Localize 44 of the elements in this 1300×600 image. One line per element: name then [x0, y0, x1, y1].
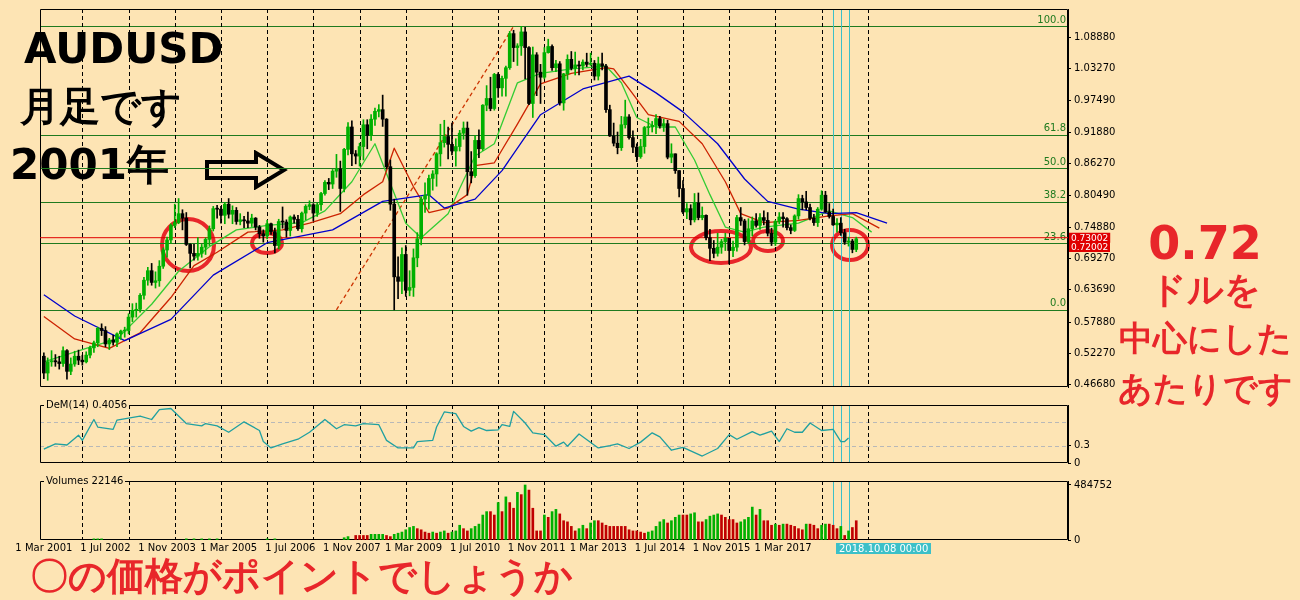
y-tick-label: 1.08880 — [1074, 30, 1116, 42]
y-tick-label: 0 — [1074, 533, 1081, 545]
x-tick-label: 1 Nov 2003 — [138, 541, 196, 553]
y-tick-label: 0.52270 — [1074, 347, 1116, 359]
ref-line-label: 38.2 — [1043, 189, 1066, 201]
x-tick-label: 1 Nov 2007 — [323, 541, 381, 553]
x-tick-label: 1 Mar 2001 — [15, 541, 73, 553]
x-tick-label: 1 Mar 2013 — [569, 541, 627, 553]
y-tick-label: 0.91880 — [1074, 125, 1116, 137]
data-label: 0.73002 — [1071, 232, 1109, 243]
chart-title: Volumes 22146 — [44, 475, 126, 486]
text: あたりです — [1117, 368, 1293, 408]
y-tick-label: 0.63690 — [1074, 283, 1116, 295]
y-tick-label: 0 — [1074, 456, 1081, 468]
x-tick-label: 1 Jul 2002 — [80, 541, 131, 553]
x-tick-label: 1 Mar 2005 — [200, 541, 258, 553]
text: ドルを — [1149, 269, 1261, 310]
y-tick-label: 0.46680 — [1074, 378, 1116, 390]
x-tick-label: 1 Nov 2015 — [692, 541, 751, 553]
text: 〇の価格がポイントでしょうか — [30, 554, 573, 598]
text: 0.72 — [1148, 216, 1262, 270]
x-tick-label: 1 Jul 2006 — [265, 541, 316, 553]
text: 中心にした — [1118, 318, 1292, 358]
x-tick-label: 1 Mar 2017 — [754, 541, 812, 553]
text: 2018.10.08 00:00 — [836, 543, 932, 554]
y-tick-label: 0.57880 — [1074, 315, 1116, 327]
ref-line-label: 50.0 — [1043, 155, 1066, 167]
ref-line-label: 0.0 — [1050, 297, 1066, 309]
y-tick-label: 0.69270 — [1074, 252, 1116, 264]
y-tick-label: 0.3 — [1074, 439, 1090, 451]
y-tick-label: 0.97490 — [1074, 94, 1116, 106]
y-tick-label: 0.74880 — [1074, 220, 1116, 232]
x-tick-label: 1 Mar 2009 — [384, 541, 442, 553]
x-tick-label: 1 Jul 2010 — [449, 541, 501, 553]
text: 0.72002 — [1069, 242, 1111, 252]
ref-line-label: 61.8 — [1043, 122, 1066, 134]
ref-line-label: 100.0 — [1037, 13, 1066, 25]
y-tick-label: 0.80490 — [1074, 189, 1116, 201]
y-tick-label: 0.86270 — [1074, 157, 1116, 169]
x-tick-label: 1 Nov 2011 — [507, 541, 566, 553]
x-tick-label: 1 Jul 2014 — [634, 541, 685, 553]
y-tick-label: 1.03270 — [1074, 62, 1116, 74]
y-tick-label: 484752 — [1074, 478, 1113, 490]
chart-title: DeM(14) 0.4056 — [44, 399, 130, 410]
